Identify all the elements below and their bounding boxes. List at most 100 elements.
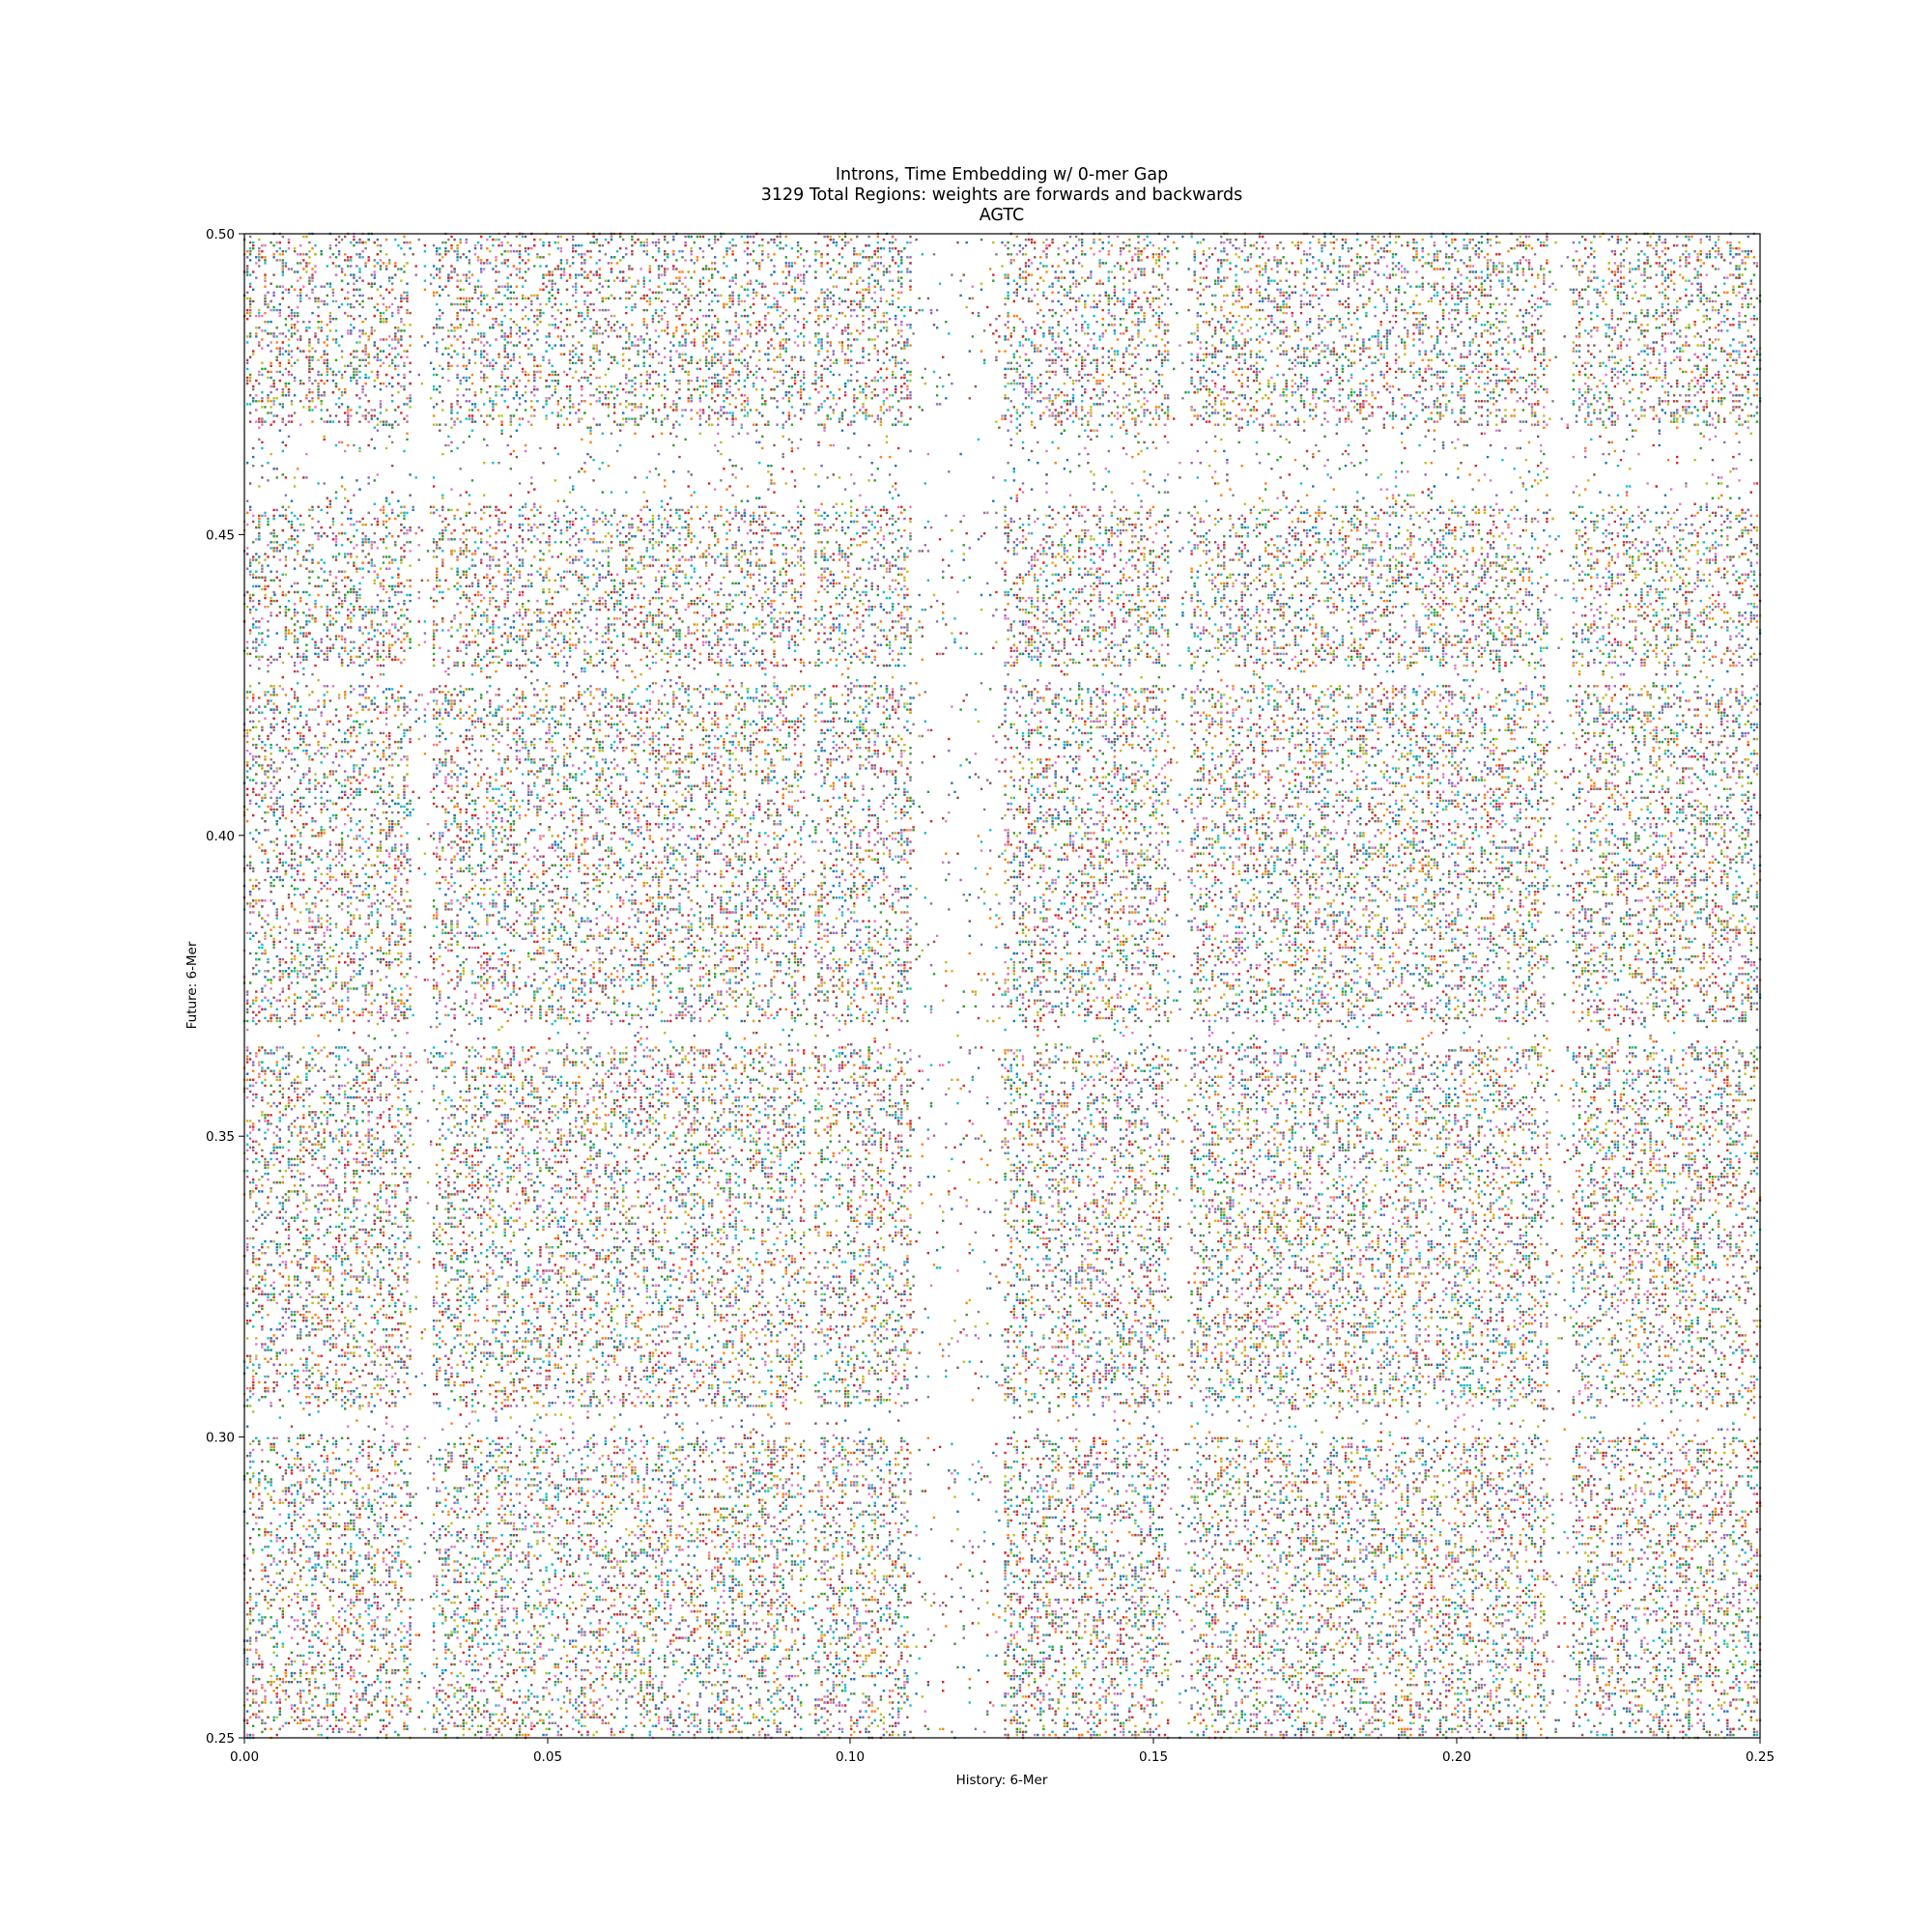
scatter-point <box>664 380 666 382</box>
scatter-point <box>1693 1170 1695 1172</box>
scatter-point <box>536 338 538 340</box>
scatter-point <box>915 1672 917 1674</box>
scatter-point <box>1729 829 1731 831</box>
scatter-point <box>655 1176 657 1178</box>
scatter-point <box>1289 1551 1291 1553</box>
scatter-point <box>441 532 443 534</box>
scatter-point <box>530 623 532 625</box>
scatter-point <box>1685 1094 1687 1095</box>
scatter-point <box>583 303 585 305</box>
scatter-point <box>1548 876 1550 878</box>
scatter-point <box>1200 888 1202 890</box>
scatter-point <box>1122 568 1124 570</box>
scatter-point <box>714 558 716 560</box>
scatter-point <box>267 344 269 346</box>
scatter-point <box>1700 1252 1702 1254</box>
scatter-point <box>639 958 641 960</box>
scatter-point <box>1217 1573 1219 1575</box>
scatter-point <box>1140 849 1142 851</box>
scatter-point <box>1637 1235 1639 1236</box>
scatter-point <box>1220 1181 1222 1183</box>
scatter-point <box>767 1061 769 1063</box>
scatter-point <box>1679 538 1681 540</box>
scatter-point <box>575 1120 577 1122</box>
scatter-point <box>1256 1325 1258 1327</box>
scatter-point <box>1131 973 1133 975</box>
scatter-point <box>1164 788 1166 790</box>
scatter-point <box>332 1137 334 1139</box>
scatter-point <box>731 1719 733 1721</box>
scatter-point <box>1428 908 1430 910</box>
scatter-point <box>1706 1655 1708 1657</box>
scatter-point <box>1167 867 1169 869</box>
scatter-point <box>675 512 677 514</box>
scatter-point <box>406 541 408 543</box>
scatter-point <box>1108 1675 1110 1677</box>
scatter-point <box>643 362 645 364</box>
scatter-point <box>1247 747 1249 749</box>
scatter-point <box>311 1634 313 1635</box>
scatter-point <box>602 1269 604 1271</box>
scatter-point <box>1703 955 1705 957</box>
scatter-point <box>548 738 550 740</box>
scatter-point <box>282 547 284 549</box>
scatter-point <box>753 532 754 534</box>
scatter-point <box>471 1076 473 1078</box>
scatter-point <box>1232 1658 1234 1660</box>
scatter-point <box>1667 571 1669 573</box>
scatter-point <box>335 1684 337 1686</box>
scatter-point <box>895 776 896 778</box>
scatter-point <box>1217 521 1219 523</box>
scatter-point <box>1152 564 1154 566</box>
scatter-point <box>391 1064 393 1065</box>
scatter-point <box>776 1687 778 1689</box>
scatter-point <box>486 1170 488 1172</box>
scatter-point <box>1253 1325 1255 1327</box>
scatter-point <box>649 365 651 367</box>
scatter-point <box>566 1687 568 1689</box>
scatter-point <box>963 1596 965 1598</box>
scatter-point <box>948 908 950 910</box>
scatter-point <box>1025 1672 1027 1674</box>
scatter-point <box>691 1370 693 1372</box>
scatter-point <box>469 641 470 643</box>
scatter-point <box>613 1416 615 1418</box>
scatter-point <box>871 506 873 508</box>
scatter-point <box>299 797 301 799</box>
scatter-point <box>616 773 618 775</box>
scatter-point <box>1194 1170 1196 1172</box>
scatter-point <box>1646 718 1648 720</box>
chart-title-line-2: 3129 Total Regions: weights are forwards… <box>761 185 1243 205</box>
scatter-point <box>741 1134 743 1136</box>
scatter-point <box>522 738 524 740</box>
scatter-point <box>1454 1358 1456 1360</box>
scatter-point <box>261 726 263 728</box>
scatter-point <box>1646 1525 1648 1527</box>
scatter-point <box>1439 782 1441 784</box>
scatter-point <box>1682 1020 1684 1022</box>
scatter-point <box>649 1014 651 1016</box>
scatter-point <box>1105 1317 1107 1319</box>
scatter-point <box>533 1663 535 1665</box>
scatter-point <box>294 958 296 960</box>
scatter-point <box>1709 1011 1711 1013</box>
scatter-point <box>1745 1334 1747 1336</box>
scatter-point <box>1315 1687 1317 1689</box>
scatter-point <box>1262 647 1264 649</box>
scatter-point <box>294 1678 296 1680</box>
scatter-point <box>332 1190 334 1192</box>
scatter-point <box>1659 1495 1661 1497</box>
scatter-point <box>507 597 509 599</box>
scatter-point <box>400 1684 402 1686</box>
scatter-point <box>1614 1376 1616 1378</box>
scatter-point <box>258 1073 260 1075</box>
scatter-point <box>1584 1128 1586 1130</box>
scatter-point <box>1584 383 1586 384</box>
scatter-point <box>833 726 835 728</box>
scatter-point <box>1273 908 1275 910</box>
scatter-point <box>1034 1122 1036 1124</box>
scatter-point <box>371 1505 373 1507</box>
chart-title-line-1: Introns, Time Embedding w/ 0-mer Gap <box>836 165 1168 185</box>
scatter-point <box>311 758 313 760</box>
scatter-point <box>353 350 355 352</box>
